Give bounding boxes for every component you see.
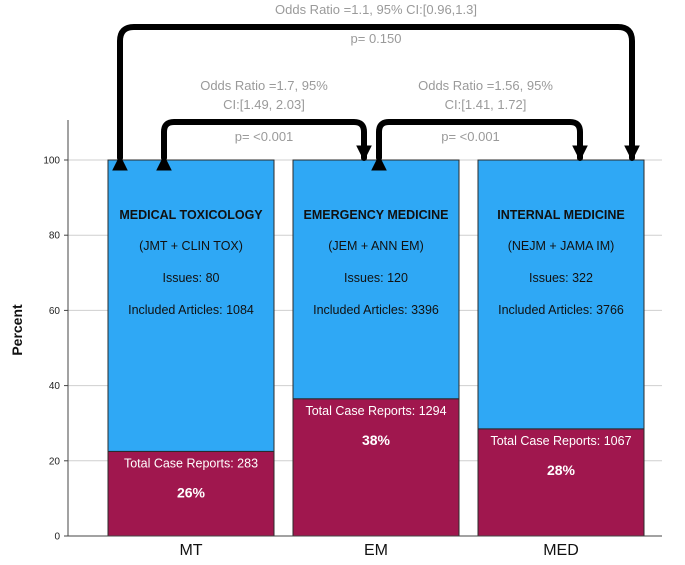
comparison-odds-ratio: Odds Ratio =1.1, 95% CI:[0.96,1.3] bbox=[275, 2, 477, 17]
x-category-label: MT bbox=[179, 542, 202, 559]
bar-journals: (JEM + ANN EM) bbox=[328, 239, 424, 253]
bar-title: EMERGENCY MEDICINE bbox=[304, 208, 449, 222]
bar-issues: Issues: 322 bbox=[529, 271, 593, 285]
bracket-mt-med bbox=[112, 24, 640, 171]
y-tick-label: 0 bbox=[54, 532, 60, 543]
bar-articles: Included Articles: 3396 bbox=[313, 303, 439, 317]
bar-percent: 38% bbox=[362, 432, 391, 448]
bar-labels: MEDICAL TOXICOLOGY (JMT + CLIN TOX) Issues… bbox=[119, 208, 631, 500]
bar-case-reports: Total Case Reports: 1294 bbox=[305, 404, 446, 418]
bar-articles: Included Articles: 1084 bbox=[128, 303, 254, 317]
bar-case-reports: Total Case Reports: 283 bbox=[124, 456, 258, 470]
y-tick-label: 40 bbox=[49, 381, 61, 392]
comparison-ci: CI:[1.41, 1.72] bbox=[445, 97, 527, 112]
bracket-mt-em bbox=[156, 119, 372, 171]
axes: 0 20 40 60 80 100 MT EM MED bbox=[43, 120, 662, 559]
y-axis-label: Percent bbox=[9, 304, 25, 356]
y-tick-label: 60 bbox=[49, 306, 61, 317]
bar-segment-other-med bbox=[477, 159, 645, 430]
comparison-brackets: Odds Ratio =1.1, 95% CI:[0.96,1.3] p= 0.1… bbox=[112, 2, 640, 171]
bar-title: INTERNAL MEDICINE bbox=[497, 208, 625, 222]
bar-articles: Included Articles: 3766 bbox=[498, 303, 624, 317]
comparison-p-value: p= 0.150 bbox=[351, 31, 402, 46]
y-tick-label: 20 bbox=[49, 456, 61, 467]
comparison-p-value: p= <0.001 bbox=[235, 129, 294, 144]
bar-segment-other-mt bbox=[107, 159, 275, 452]
bar-case-reports: Total Case Reports: 1067 bbox=[490, 434, 631, 448]
bar-segment-case_reports-med bbox=[477, 428, 645, 537]
y-tick-label: 100 bbox=[43, 156, 60, 167]
y-tick-label: 80 bbox=[49, 231, 61, 242]
bar-issues: Issues: 80 bbox=[163, 271, 220, 285]
x-category-label: MED bbox=[543, 542, 579, 559]
comparison-p-value: p= <0.001 bbox=[441, 129, 500, 144]
comparison-odds-ratio: Odds Ratio =1.56, 95% bbox=[418, 78, 553, 93]
bar-percent: 26% bbox=[177, 484, 206, 500]
x-category-label: EM bbox=[364, 542, 388, 559]
bar-issues: Issues: 120 bbox=[344, 271, 408, 285]
bar-segment-case_reports-em bbox=[292, 398, 460, 537]
comparison-odds-ratio: Odds Ratio =1.7, 95% bbox=[200, 78, 328, 93]
bar-journals: (JMT + CLIN TOX) bbox=[139, 239, 243, 253]
bar-percent: 28% bbox=[547, 462, 576, 478]
bar-journals: (NEJM + JAMA IM) bbox=[508, 239, 615, 253]
bracket-em-med bbox=[371, 119, 588, 171]
comparison-ci: CI:[1.49, 2.03] bbox=[223, 97, 305, 112]
bar-title: MEDICAL TOXICOLOGY bbox=[119, 208, 263, 222]
